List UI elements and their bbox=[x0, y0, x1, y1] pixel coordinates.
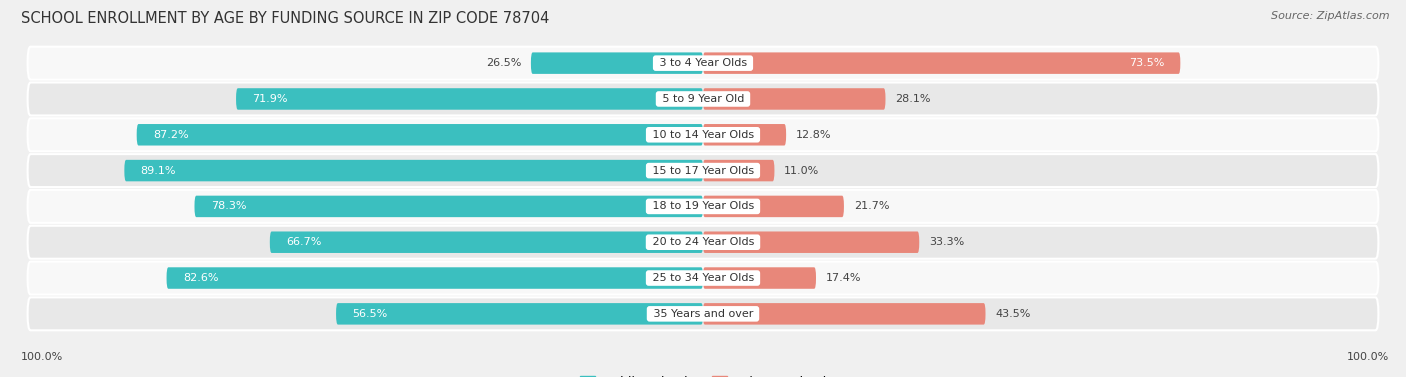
FancyBboxPatch shape bbox=[28, 262, 1378, 294]
FancyBboxPatch shape bbox=[136, 124, 703, 146]
Text: 3 to 4 Year Olds: 3 to 4 Year Olds bbox=[655, 58, 751, 68]
Text: 18 to 19 Year Olds: 18 to 19 Year Olds bbox=[648, 201, 758, 211]
Text: 15 to 17 Year Olds: 15 to 17 Year Olds bbox=[648, 166, 758, 176]
Text: 11.0%: 11.0% bbox=[785, 166, 820, 176]
FancyBboxPatch shape bbox=[703, 231, 920, 253]
FancyBboxPatch shape bbox=[28, 190, 1378, 223]
Text: 56.5%: 56.5% bbox=[353, 309, 388, 319]
FancyBboxPatch shape bbox=[28, 297, 1378, 330]
Text: 33.3%: 33.3% bbox=[929, 237, 965, 247]
Text: SCHOOL ENROLLMENT BY AGE BY FUNDING SOURCE IN ZIP CODE 78704: SCHOOL ENROLLMENT BY AGE BY FUNDING SOUR… bbox=[21, 11, 550, 26]
Text: 66.7%: 66.7% bbox=[285, 237, 322, 247]
Text: 89.1%: 89.1% bbox=[141, 166, 176, 176]
Text: 71.9%: 71.9% bbox=[252, 94, 288, 104]
Text: 100.0%: 100.0% bbox=[21, 352, 63, 362]
Text: 87.2%: 87.2% bbox=[153, 130, 188, 140]
FancyBboxPatch shape bbox=[194, 196, 703, 217]
Text: 21.7%: 21.7% bbox=[853, 201, 889, 211]
FancyBboxPatch shape bbox=[703, 267, 815, 289]
Text: Source: ZipAtlas.com: Source: ZipAtlas.com bbox=[1271, 11, 1389, 21]
FancyBboxPatch shape bbox=[166, 267, 703, 289]
FancyBboxPatch shape bbox=[124, 160, 703, 181]
FancyBboxPatch shape bbox=[703, 196, 844, 217]
Text: 82.6%: 82.6% bbox=[183, 273, 218, 283]
Text: 25 to 34 Year Olds: 25 to 34 Year Olds bbox=[648, 273, 758, 283]
Text: 100.0%: 100.0% bbox=[1347, 352, 1389, 362]
Text: 5 to 9 Year Old: 5 to 9 Year Old bbox=[658, 94, 748, 104]
Text: 28.1%: 28.1% bbox=[896, 94, 931, 104]
FancyBboxPatch shape bbox=[270, 231, 703, 253]
Legend: Public School, Private School: Public School, Private School bbox=[579, 375, 827, 377]
FancyBboxPatch shape bbox=[28, 47, 1378, 80]
Text: 73.5%: 73.5% bbox=[1129, 58, 1164, 68]
Text: 78.3%: 78.3% bbox=[211, 201, 246, 211]
FancyBboxPatch shape bbox=[28, 83, 1378, 115]
FancyBboxPatch shape bbox=[28, 226, 1378, 259]
FancyBboxPatch shape bbox=[28, 118, 1378, 151]
Text: 26.5%: 26.5% bbox=[486, 58, 522, 68]
FancyBboxPatch shape bbox=[703, 88, 886, 110]
FancyBboxPatch shape bbox=[703, 303, 986, 325]
Text: 35 Years and over: 35 Years and over bbox=[650, 309, 756, 319]
FancyBboxPatch shape bbox=[703, 160, 775, 181]
Text: 12.8%: 12.8% bbox=[796, 130, 831, 140]
Text: 10 to 14 Year Olds: 10 to 14 Year Olds bbox=[648, 130, 758, 140]
FancyBboxPatch shape bbox=[531, 52, 703, 74]
FancyBboxPatch shape bbox=[28, 154, 1378, 187]
FancyBboxPatch shape bbox=[703, 52, 1181, 74]
Text: 20 to 24 Year Olds: 20 to 24 Year Olds bbox=[648, 237, 758, 247]
Text: 17.4%: 17.4% bbox=[825, 273, 862, 283]
FancyBboxPatch shape bbox=[703, 124, 786, 146]
Text: 43.5%: 43.5% bbox=[995, 309, 1031, 319]
FancyBboxPatch shape bbox=[236, 88, 703, 110]
FancyBboxPatch shape bbox=[336, 303, 703, 325]
